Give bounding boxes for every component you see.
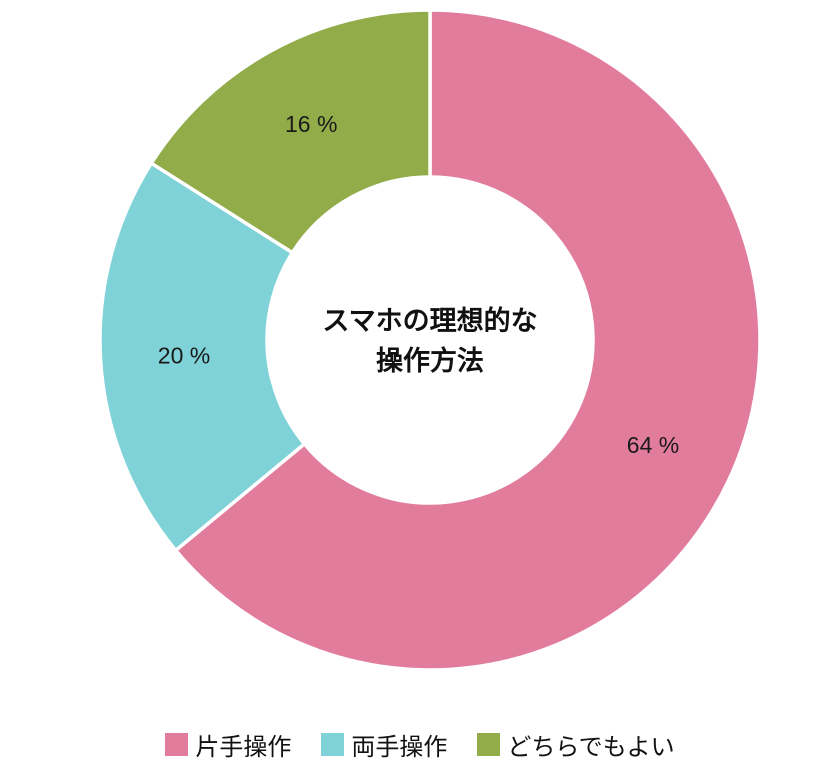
legend-swatch-either: [477, 733, 501, 756]
chart-legend: 片手操作 両手操作 どちらでもよい: [0, 727, 840, 762]
donut-segments: [98, 8, 762, 672]
donut-segment-2: [98, 161, 307, 553]
segment-value-labels: 64 % 20 % 16 %: [158, 111, 679, 458]
legend-swatch-one-hand: [165, 733, 189, 756]
chart-center-title: スマホの理想的な 操作方法: [322, 305, 537, 376]
center-title-line-1: スマホの理想的な: [322, 305, 537, 336]
segment-value-label-2: 20 %: [158, 343, 210, 369]
donut-chart: 64 % 20 % 16 % スマホの理想的な 操作方法: [98, 8, 762, 672]
segment-value-label-3: 16 %: [285, 111, 337, 137]
legend-label-two-hands: 両手操作: [351, 734, 448, 761]
legend-swatch-two-hands: [321, 733, 345, 756]
donut-segment-1: [173, 8, 762, 672]
legend-label-either: どちらでもよい: [507, 734, 675, 761]
legend-item-one-hand: 片手操作: [165, 727, 291, 762]
legend-label-one-hand: 片手操作: [195, 734, 292, 761]
segment-value-label-1: 64 %: [627, 432, 679, 458]
donut-segment-3: [149, 8, 432, 255]
legend-item-two-hands: 両手操作: [321, 727, 447, 762]
center-title-line-2: 操作方法: [376, 345, 484, 376]
legend-item-either: どちらでもよい: [477, 727, 675, 762]
chart-area: 64 % 20 % 16 % スマホの理想的な 操作方法: [98, 8, 762, 672]
